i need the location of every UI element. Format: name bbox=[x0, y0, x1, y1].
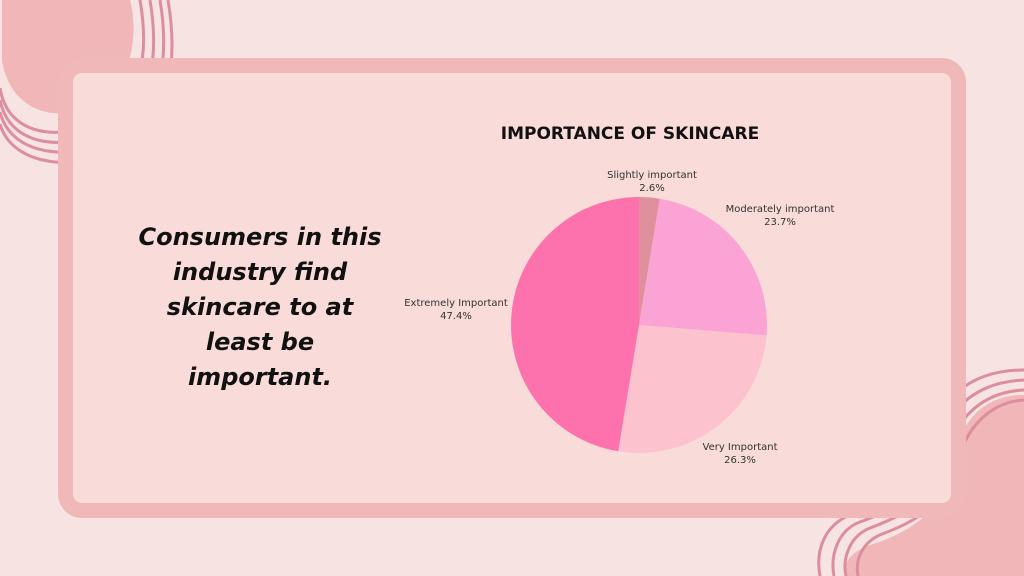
slice-value-label: 26.3% bbox=[724, 455, 756, 466]
headline-text: Consumers in this industry find skincare… bbox=[138, 223, 382, 391]
pie-slice-moderately-important bbox=[639, 198, 767, 336]
bottom-right-blob bbox=[844, 395, 1024, 576]
content-frame bbox=[58, 58, 966, 518]
slice-label: Moderately important bbox=[726, 204, 835, 215]
slice-label: Extremely Important bbox=[404, 298, 508, 309]
slice-label: Very Important bbox=[703, 442, 778, 453]
slice-value-label: 23.7% bbox=[764, 217, 796, 228]
pie-slice-very-important bbox=[618, 325, 767, 453]
slice-label: Slightly important bbox=[607, 170, 697, 181]
pie-slice-extremely-important bbox=[510, 197, 639, 452]
chart-title: IMPORTANCE OF SKINCARE bbox=[500, 124, 760, 144]
slice-value-label: 47.4% bbox=[440, 311, 472, 322]
pie-slice-slightly-important bbox=[639, 197, 660, 325]
slice-value-label: 2.6% bbox=[639, 183, 664, 194]
